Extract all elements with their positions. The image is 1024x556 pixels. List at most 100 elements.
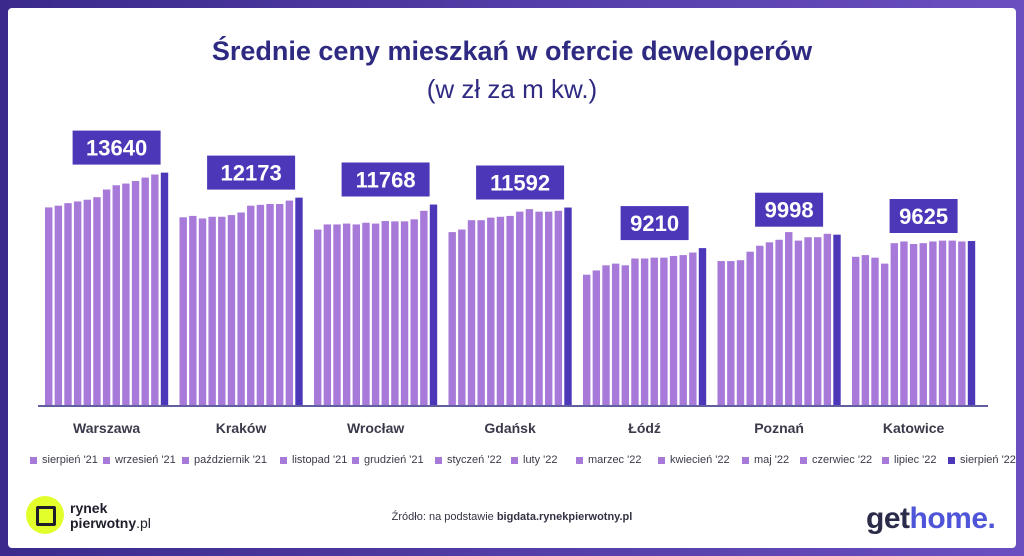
gethome-logo: gethome. (866, 502, 996, 536)
bar-poznań-9 (804, 237, 812, 405)
legend-item: maj '22 (742, 454, 789, 466)
bar-gdańsk-9 (535, 211, 543, 405)
legend-swatch (576, 456, 583, 464)
legend-label: marzec '22 (588, 454, 642, 466)
bar-warszawa-7 (112, 185, 120, 405)
city-label-3: Gdańsk (484, 420, 536, 436)
bar-warszawa-2 (64, 203, 72, 405)
bar-łódź-9 (669, 255, 678, 405)
bar-łódź-4 (621, 265, 629, 405)
bar-gdańsk-7 (516, 211, 524, 405)
legend-item: marzec '22 (576, 454, 641, 466)
bar-łódź-11 (689, 252, 697, 405)
value-label-1: 12173 (221, 161, 282, 186)
bar-katowice-10 (948, 240, 956, 405)
bar-warszawa-6 (102, 189, 111, 405)
bar-wrocław-7 (381, 221, 389, 405)
bar-warszawa-3 (73, 201, 82, 405)
bar-katowice-2 (871, 257, 879, 405)
legend-item: styczeń '22 (435, 454, 502, 466)
bar-katowice-9 (938, 240, 947, 405)
bar-wrocław-5 (362, 222, 370, 405)
bar-katowice-3 (880, 263, 889, 405)
gethome-part2: home. (909, 502, 996, 535)
bar-kraków-12 (295, 197, 303, 405)
bar-poznań-11 (823, 233, 832, 405)
legend-swatch (103, 456, 110, 464)
bar-wrocław-11 (420, 210, 428, 405)
bar-kraków-8 (256, 204, 265, 405)
bar-warszawa-12 (160, 172, 169, 405)
bar-kraków-2 (198, 218, 207, 405)
bar-warszawa-5 (93, 197, 101, 405)
bar-warszawa-11 (151, 174, 159, 405)
legend-item: luty '22 (511, 454, 558, 466)
bar-wrocław-10 (410, 219, 418, 405)
bar-wrocław-0 (314, 229, 322, 405)
city-label-6: Katowice (883, 420, 945, 436)
value-label-box-4 (620, 206, 689, 241)
chart-legend: sierpień '21 wrzesień '21 październik '21 l… (30, 454, 1016, 474)
value-label-box-3 (476, 165, 565, 200)
legend-item: listopad '21 (280, 454, 347, 466)
city-label-2: Wrocław (347, 420, 404, 436)
bar-łódź-0 (583, 274, 591, 405)
bar-łódź-1 (592, 270, 601, 405)
legend-swatch (352, 456, 359, 464)
bar-łódź-7 (650, 257, 658, 405)
bar-łódź-12 (698, 248, 707, 405)
bar-poznań-8 (794, 240, 803, 405)
legend-label: styczeń '22 (447, 454, 502, 466)
bar-katowice-5 (900, 241, 908, 405)
bar-łódź-2 (602, 265, 610, 405)
bar-łódź-5 (631, 258, 639, 405)
value-label-box-0 (72, 130, 161, 165)
bar-katowice-4 (890, 243, 898, 405)
value-label-0: 13640 (86, 136, 147, 161)
value-label-box-5 (755, 192, 824, 227)
bar-łódź-8 (660, 257, 668, 405)
bar-kraków-11 (285, 200, 294, 405)
bar-warszawa-1 (54, 205, 63, 405)
chart-subtitle: (w zł za m kw.) (426, 74, 598, 104)
legend-label: październik '21 (194, 454, 268, 466)
bar-kraków-1 (189, 215, 197, 405)
legend-swatch (948, 456, 955, 464)
bar-kraków-4 (218, 216, 226, 405)
value-label-box-2 (341, 162, 430, 197)
chart-title: Średnie ceny mieszkań w ofercie dewelope… (211, 36, 813, 66)
bar-poznań-10 (814, 237, 822, 405)
bar-kraków-5 (227, 215, 236, 405)
bar-kraków-6 (237, 212, 245, 405)
legend-swatch (435, 456, 442, 464)
bar-gdańsk-10 (545, 211, 553, 405)
city-label-5: Poznań (754, 420, 804, 436)
legend-item: kwiecień '22 (658, 454, 730, 466)
bar-poznań-2 (736, 260, 745, 405)
value-label-2: 11768 (356, 168, 416, 193)
bar-katowice-1 (861, 255, 870, 405)
legend-swatch (658, 456, 665, 464)
legend-item: sierpień '22 (948, 454, 1016, 466)
logo-text-suffix: .pl (136, 515, 151, 531)
bar-wrocław-2 (333, 224, 341, 405)
bar-łódź-6 (640, 258, 649, 405)
bar-łódź-3 (611, 263, 620, 405)
bar-kraków-10 (276, 203, 284, 405)
legend-label: czerwiec '22 (812, 454, 873, 466)
value-label-box-6 (889, 199, 958, 233)
bar-poznań-6 (775, 239, 783, 405)
source-link: bigdata.rynekpierwotny.pl (496, 511, 633, 523)
bar-poznań-12 (833, 234, 841, 405)
legend-label: sierpień '21 (42, 454, 98, 466)
bar-poznań-4 (756, 245, 764, 405)
source-prefix: Źródło: na podstawie (391, 511, 497, 523)
logo-square-icon (36, 506, 56, 526)
bar-katowice-8 (929, 241, 937, 405)
legend-swatch (182, 456, 189, 464)
legend-item: lipiec '22 (882, 454, 936, 466)
legend-label: wrzesień '21 (115, 454, 176, 466)
bar-kraków-0 (179, 217, 187, 405)
legend-swatch (30, 456, 37, 464)
logo-circle-icon (26, 496, 64, 534)
